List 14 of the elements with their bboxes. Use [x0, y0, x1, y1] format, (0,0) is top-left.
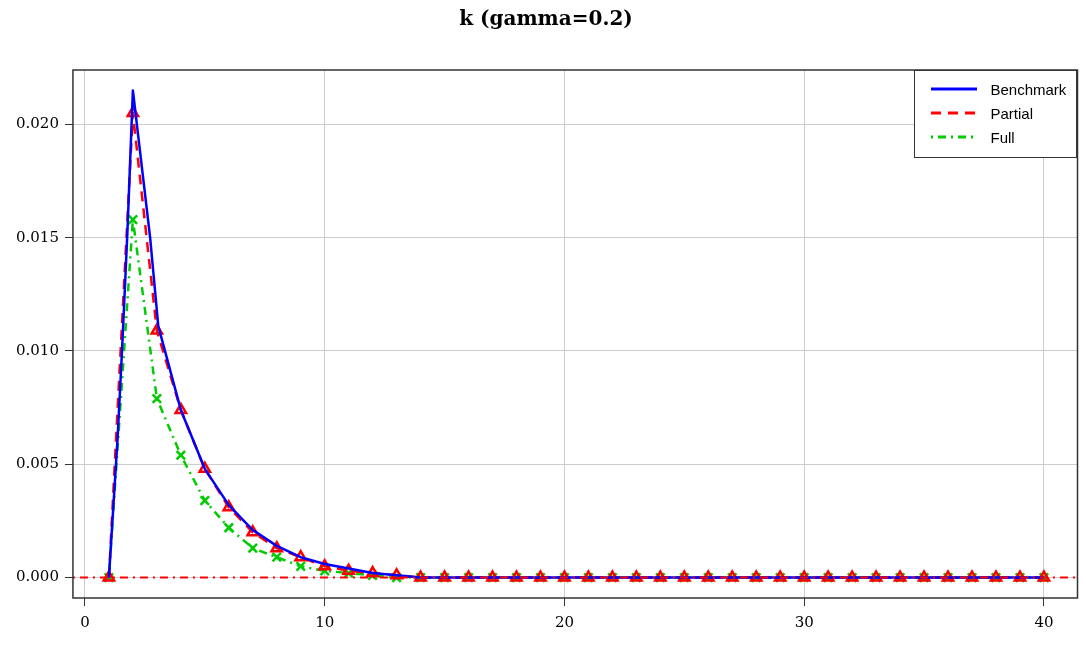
y-tick-label: 0.020: [15, 114, 59, 133]
x-tick-label: 40: [1034, 612, 1054, 631]
x-tick-label: 10: [315, 612, 335, 631]
legend-label: Benchmark: [990, 80, 1067, 98]
x-tick-label: 20: [554, 612, 574, 631]
y-tick-label: 0.015: [15, 227, 59, 246]
x-tick-label: 30: [794, 612, 814, 631]
chart-title: k (gamma=0.2): [459, 6, 633, 31]
y-tick-label: 0.000: [15, 567, 59, 586]
y-tick-label: 0.010: [15, 340, 59, 359]
legend-label: Partial: [990, 104, 1034, 122]
legend-label: Full: [990, 128, 1015, 146]
x-tick-label: 0: [80, 612, 90, 631]
y-tick-label: 0.005: [15, 454, 59, 473]
